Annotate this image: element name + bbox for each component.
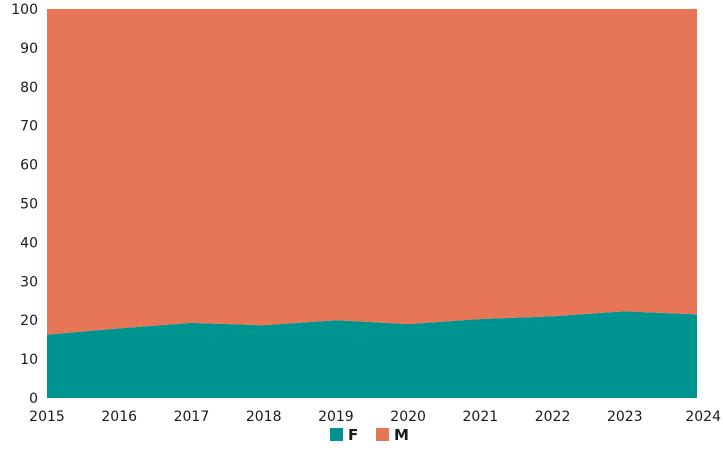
x-tick-label: 2015	[29, 409, 65, 425]
x-tick-label: 2016	[101, 409, 137, 425]
area-series-m	[47, 9, 697, 335]
y-tick-label: 90	[20, 41, 38, 57]
y-tick-label: 30	[20, 274, 38, 290]
x-tick-label: 2022	[535, 409, 571, 425]
x-tick-label: 2023	[607, 409, 643, 425]
x-tick-label: 2021	[463, 409, 499, 425]
legend-swatch-f	[330, 428, 343, 441]
y-tick-label: 0	[29, 391, 38, 407]
legend: F M	[330, 426, 409, 444]
legend-label-m: M	[394, 426, 409, 444]
x-tick-label: 2019	[318, 409, 354, 425]
x-tick-label: 2020	[390, 409, 426, 425]
x-axis: 2015 2016 2017 2018 2019 2020 2021 2022 2023 2024	[29, 409, 721, 425]
y-tick-label: 100	[11, 2, 38, 18]
y-tick-label: 40	[20, 235, 38, 251]
y-tick-label: 10	[20, 352, 38, 368]
legend-label-f: F	[348, 426, 358, 444]
x-tick-label: 2017	[174, 409, 210, 425]
x-tick-label: 2018	[246, 409, 282, 425]
legend-swatch-m	[376, 428, 389, 441]
area-layer	[47, 9, 697, 398]
y-tick-label: 20	[20, 313, 38, 329]
area-series-f	[47, 311, 697, 398]
y-axis: 0 10 20 30 40 50 60 70 80 90 100	[11, 2, 38, 407]
y-tick-label: 70	[20, 119, 38, 135]
x-tick-label: 2024	[685, 409, 721, 425]
y-tick-label: 60	[20, 158, 38, 174]
y-tick-label: 50	[20, 197, 38, 213]
y-tick-label: 80	[20, 80, 38, 96]
